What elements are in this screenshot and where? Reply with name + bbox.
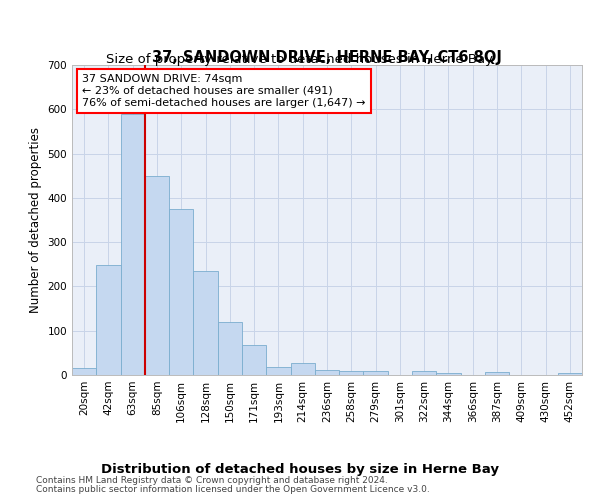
Text: Size of property relative to detached houses in Herne Bay: Size of property relative to detached ho…: [107, 52, 493, 66]
Bar: [169, 209, 193, 375]
Bar: [412, 372, 436, 375]
Bar: [193, 271, 218, 375]
Bar: [121, 114, 145, 375]
Bar: [315, 370, 339, 375]
Text: Contains public sector information licensed under the Open Government Licence v3: Contains public sector information licen…: [36, 485, 430, 494]
Y-axis label: Number of detached properties: Number of detached properties: [29, 127, 42, 313]
Bar: [558, 373, 582, 375]
Bar: [266, 367, 290, 375]
Bar: [436, 373, 461, 375]
Bar: [364, 372, 388, 375]
Text: Contains HM Land Registry data © Crown copyright and database right 2024.: Contains HM Land Registry data © Crown c…: [36, 476, 388, 485]
Bar: [218, 322, 242, 375]
Text: Distribution of detached houses by size in Herne Bay: Distribution of detached houses by size …: [101, 462, 499, 475]
Bar: [145, 176, 169, 375]
Bar: [339, 371, 364, 375]
Bar: [485, 372, 509, 375]
Bar: [242, 345, 266, 375]
Bar: [72, 368, 96, 375]
Title: 37, SANDOWN DRIVE, HERNE BAY, CT6 8QJ: 37, SANDOWN DRIVE, HERNE BAY, CT6 8QJ: [152, 50, 502, 65]
Text: 37 SANDOWN DRIVE: 74sqm
← 23% of detached houses are smaller (491)
76% of semi-d: 37 SANDOWN DRIVE: 74sqm ← 23% of detache…: [82, 74, 366, 108]
Bar: [96, 265, 121, 375]
Bar: [290, 362, 315, 375]
